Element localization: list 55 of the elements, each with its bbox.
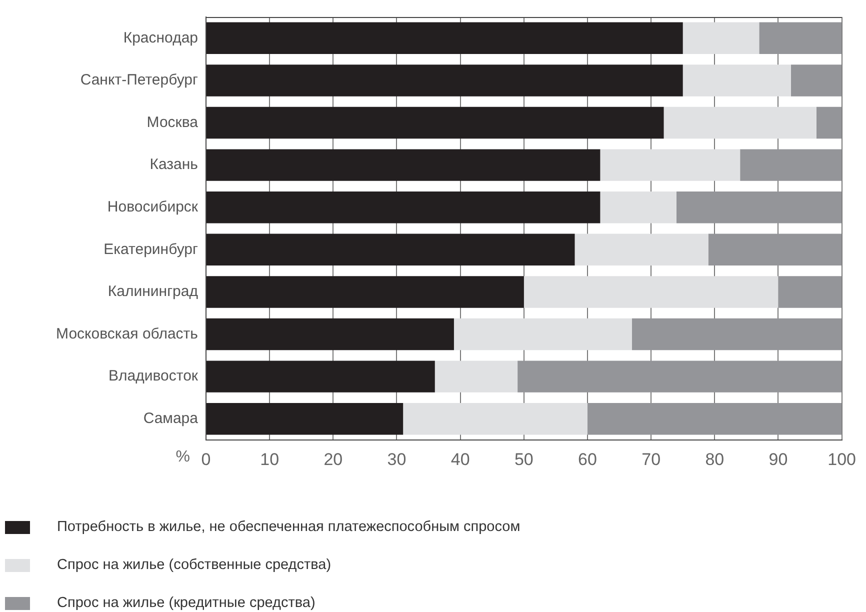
bar bbox=[574, 234, 708, 266]
legend-label: Потребность в жилье, не обеспеченная платежеспособным спросом bbox=[57, 519, 520, 535]
y-tick-label: Калининград bbox=[108, 283, 198, 300]
bar bbox=[676, 191, 842, 224]
bar bbox=[682, 64, 791, 96]
bar bbox=[403, 402, 588, 435]
bar bbox=[206, 276, 524, 308]
bar bbox=[206, 234, 575, 266]
x-tick-label: 70 bbox=[642, 450, 661, 469]
x-axis-title: % bbox=[176, 448, 190, 466]
x-tick-label: 10 bbox=[260, 450, 280, 469]
bar bbox=[206, 191, 600, 224]
bar bbox=[206, 149, 600, 181]
bar bbox=[524, 276, 778, 308]
bar bbox=[790, 64, 842, 96]
y-tick-label: Санкт-Петербург bbox=[80, 72, 199, 89]
bar bbox=[600, 149, 740, 181]
bar bbox=[434, 360, 518, 392]
bar bbox=[664, 106, 816, 139]
bar bbox=[759, 22, 842, 54]
bar bbox=[740, 149, 842, 181]
y-tick-label: Московская область bbox=[56, 325, 198, 342]
bar bbox=[206, 22, 683, 54]
x-tick-label: 20 bbox=[324, 450, 343, 469]
x-tick-label: 50 bbox=[514, 450, 534, 469]
x-tick-label: 90 bbox=[768, 450, 788, 469]
x-tick-label: 40 bbox=[450, 450, 470, 469]
bar bbox=[778, 276, 842, 308]
x-tick-label: 80 bbox=[705, 450, 724, 469]
bar bbox=[206, 106, 664, 139]
bar bbox=[206, 318, 454, 350]
bar bbox=[206, 360, 435, 392]
x-tick-label: 30 bbox=[387, 450, 406, 469]
legend-label: Спрос на жилье (собственные средства) bbox=[57, 557, 332, 573]
bar bbox=[206, 402, 404, 435]
bar bbox=[587, 402, 842, 435]
y-tick-label: Краснодар bbox=[123, 29, 198, 46]
bar bbox=[816, 106, 842, 139]
bar bbox=[454, 318, 632, 350]
y-tick-label: Казань bbox=[150, 156, 198, 174]
legend-label: Спрос на жилье (кредитные средства) bbox=[57, 595, 316, 611]
x-tick-label: 60 bbox=[578, 450, 597, 469]
x-tick-label: 100 bbox=[828, 450, 856, 469]
bar bbox=[600, 191, 677, 224]
y-tick-label: Екатеринбург bbox=[104, 240, 199, 258]
y-tick-label: Самара bbox=[143, 410, 199, 427]
bar bbox=[518, 360, 842, 392]
x-tick-label: 0 bbox=[201, 450, 211, 469]
bar bbox=[708, 234, 842, 266]
bar bbox=[682, 22, 760, 54]
bar bbox=[632, 318, 842, 350]
y-tick-label: Москва bbox=[146, 114, 199, 131]
y-tick-label: Владивосток bbox=[108, 368, 198, 385]
y-tick-label: Новосибирск bbox=[107, 198, 198, 216]
bar bbox=[206, 64, 683, 96]
